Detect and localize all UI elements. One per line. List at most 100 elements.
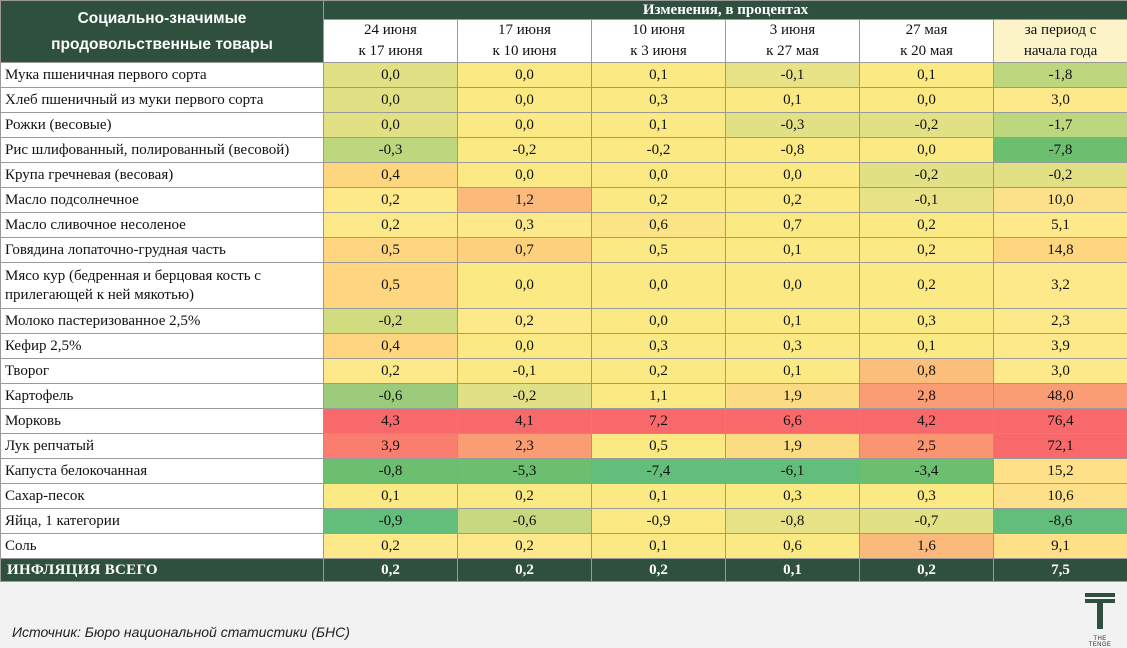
inflation-table: Социально-значимые продовольственные тов…	[0, 0, 1127, 582]
value-cell: 4,2	[860, 409, 994, 434]
product-name: Говядина лопаточно-грудная часть	[1, 238, 324, 263]
period-line2: к 10 июня	[458, 41, 591, 62]
value-cell: -0,8	[726, 509, 860, 534]
value-cell: 0,0	[458, 88, 592, 113]
value-cell: 0,4	[324, 334, 458, 359]
value-cell: 0,0	[860, 138, 994, 163]
product-name: Рожки (весовые)	[1, 113, 324, 138]
value-cell: -0,9	[592, 509, 726, 534]
period-line1: 27 мая	[860, 20, 993, 41]
product-name: Соль	[1, 534, 324, 559]
value-cell: 6,6	[726, 409, 860, 434]
value-cell: 0,8	[860, 359, 994, 384]
value-cell: 15,2	[994, 459, 1127, 484]
value-cell: 0,3	[860, 309, 994, 334]
value-cell: 0,5	[324, 238, 458, 263]
the-tenge-logo: THE TENGE	[1082, 592, 1118, 640]
value-cell: 0,0	[458, 263, 592, 309]
value-cell: 1,1	[592, 384, 726, 409]
value-cell: -1,8	[994, 63, 1127, 88]
product-name: Лук репчатый	[1, 434, 324, 459]
value-cell: 0,0	[726, 163, 860, 188]
value-cell: 2,3	[458, 434, 592, 459]
value-cell: 0,3	[458, 213, 592, 238]
value-cell: -0,2	[994, 163, 1127, 188]
value-cell: 0,1	[726, 309, 860, 334]
value-cell: -0,8	[324, 459, 458, 484]
value-cell: -0,6	[324, 384, 458, 409]
period-line2: к 27 мая	[726, 41, 859, 62]
period-line2: к 20 мая	[860, 41, 993, 62]
logo-icon	[1084, 592, 1116, 630]
value-cell: 0,0	[458, 63, 592, 88]
value-cell: -0,3	[324, 138, 458, 163]
value-cell: -0,2	[458, 138, 592, 163]
period-line1: 17 июня	[458, 20, 591, 41]
product-name: Молоко пастеризованное 2,5%	[1, 309, 324, 334]
value-cell: -0,1	[860, 188, 994, 213]
value-cell: 0,3	[592, 334, 726, 359]
value-cell: 2,3	[994, 309, 1127, 334]
value-cell: 0,7	[726, 213, 860, 238]
value-cell: 0,3	[592, 88, 726, 113]
product-name: Крупа гречневая (весовая)	[1, 163, 324, 188]
value-cell: 4,3	[324, 409, 458, 434]
table-row: Мясо кур (бедренная и берцовая кость с п…	[1, 263, 1127, 309]
value-cell: 0,1	[592, 484, 726, 509]
value-cell: 0,0	[458, 334, 592, 359]
product-name: Масло подсолнечное	[1, 188, 324, 213]
product-name: Сахар-песок	[1, 484, 324, 509]
value-cell: 0,0	[324, 88, 458, 113]
value-cell: 0,2	[592, 188, 726, 213]
period-line1: 10 июня	[592, 20, 725, 41]
value-cell: -8,6	[994, 509, 1127, 534]
value-cell: 1,2	[458, 188, 592, 213]
total-value-cell: 7,5	[994, 559, 1127, 582]
product-name: Мука пшеничная первого сорта	[1, 63, 324, 88]
value-cell: 0,2	[860, 263, 994, 309]
value-cell: 0,2	[592, 359, 726, 384]
value-cell: 3,2	[994, 263, 1127, 309]
value-cell: 0,2	[324, 534, 458, 559]
product-name: Кефир 2,5%	[1, 334, 324, 359]
value-cell: -0,3	[726, 113, 860, 138]
value-cell: 3,9	[324, 434, 458, 459]
value-cell: 0,1	[726, 359, 860, 384]
value-cell: -0,9	[324, 509, 458, 534]
value-cell: 9,1	[994, 534, 1127, 559]
value-cell: 0,1	[592, 534, 726, 559]
value-cell: -7,4	[592, 459, 726, 484]
value-cell: 0,2	[458, 534, 592, 559]
table-row: Яйца, 1 категории-0,9-0,6-0,9-0,8-0,7-8,…	[1, 509, 1127, 534]
value-cell: 0,2	[458, 484, 592, 509]
value-cell: 0,1	[860, 334, 994, 359]
value-cell: 1,9	[726, 384, 860, 409]
table-row: Рис шлифованный, полированный (весовой)-…	[1, 138, 1127, 163]
value-cell: 0,2	[458, 309, 592, 334]
product-name: Картофель	[1, 384, 324, 409]
value-cell: 0,0	[324, 113, 458, 138]
value-cell: 2,8	[860, 384, 994, 409]
value-cell: 0,0	[592, 263, 726, 309]
value-cell: 0,5	[324, 263, 458, 309]
value-cell: 2,5	[860, 434, 994, 459]
value-cell: -0,1	[726, 63, 860, 88]
source-note: Источник: Бюро национальной статистики (…	[12, 624, 350, 640]
value-cell: -0,6	[458, 509, 592, 534]
total-value-cell: 0,2	[458, 559, 592, 582]
value-cell: 3,0	[994, 359, 1127, 384]
value-cell: 10,6	[994, 484, 1127, 509]
product-name: Мясо кур (бедренная и берцовая кость с п…	[1, 263, 324, 309]
value-cell: 0,4	[324, 163, 458, 188]
